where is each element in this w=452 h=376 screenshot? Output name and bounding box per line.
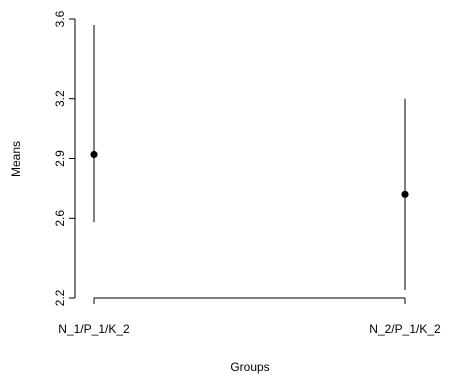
mean-point — [401, 190, 409, 198]
y-tick-label: 2.6 — [53, 210, 67, 227]
y-tick-label: 3.2 — [53, 90, 67, 107]
mean-point — [90, 150, 98, 159]
y-axis-title: Means — [9, 141, 23, 177]
data-marks — [90, 24, 409, 291]
x-axis: N_1/P_1/K_2 N_2/P_1/K_2 — [58, 297, 441, 336]
x-tick-label: N_2/P_1/K_2 — [369, 322, 441, 336]
y-axis: 2.2 2.6 2.9 3.2 3.6 — [53, 10, 76, 306]
y-tick-label: 2.9 — [53, 150, 67, 167]
y-tick-label: 2.2 — [53, 289, 67, 306]
x-tick-label: N_1/P_1/K_2 — [58, 322, 130, 336]
y-tick-label: 3.6 — [53, 10, 67, 27]
x-axis-title: Groups — [230, 360, 269, 374]
